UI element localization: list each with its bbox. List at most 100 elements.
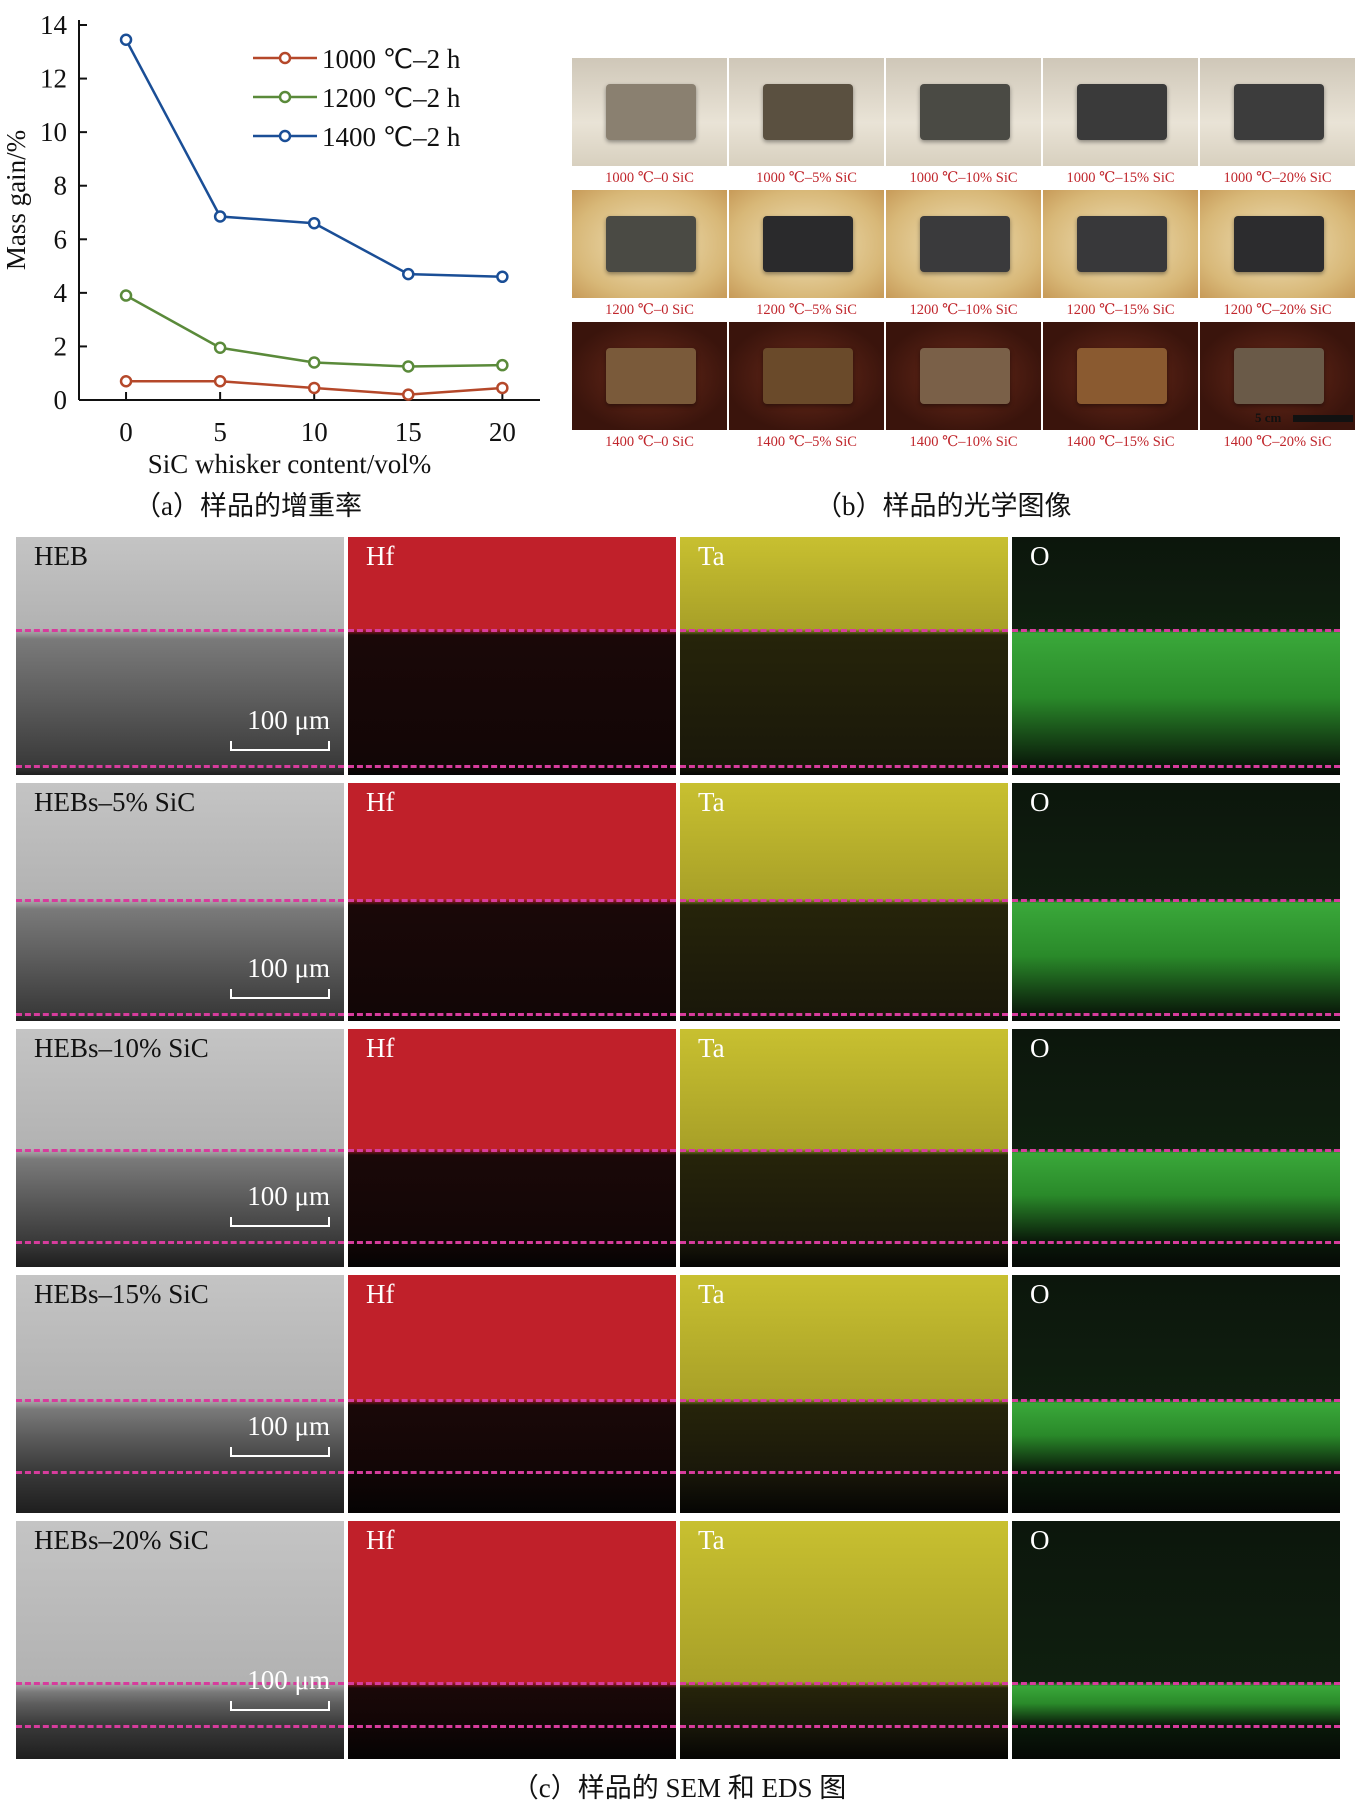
photo-label: 1000 ℃–10% SiC <box>909 170 1018 186</box>
specimen <box>920 347 1010 405</box>
layer-boundary-line <box>1012 1725 1340 1728</box>
specimen <box>1077 215 1167 273</box>
photo-label: 1200 ℃–0 SiC <box>605 302 694 318</box>
specimen <box>1234 347 1324 405</box>
layer-boundary-line <box>680 1149 1008 1152</box>
layer-boundary-line <box>680 1399 1008 1402</box>
sem-panel: HEBs–20% SiC 100 μm <box>16 1521 344 1759</box>
specimen <box>763 347 853 405</box>
sem-scale-bar <box>230 1447 330 1457</box>
eds-map-ta: Ta <box>680 1029 1008 1267</box>
layer-boundary-line <box>1012 1149 1340 1152</box>
data-point <box>402 360 415 373</box>
sem-scale-bar <box>230 1701 330 1711</box>
legend-label: 1400 ℃–2 h <box>322 122 461 152</box>
specimen <box>606 347 696 405</box>
eds-element-label: Hf <box>366 1033 395 1063</box>
series-line-1 <box>125 294 503 368</box>
photo-background <box>886 322 1041 430</box>
eds-element-label: O <box>1030 1279 1050 1309</box>
layer-boundary-line <box>1012 1682 1340 1685</box>
photo-background <box>572 58 727 166</box>
photo-scale-bar <box>1293 415 1353 422</box>
photo-background <box>1043 190 1198 298</box>
photo-background <box>729 58 884 166</box>
photo-label: 1000 ℃–5% SiC <box>756 170 857 186</box>
mass-gain-chart: 0 2 4 6 8 10 12 14 0 5 10 15 20 SiC whisker content/v… <box>1 10 540 479</box>
photo-background <box>1200 322 1355 430</box>
layer-boundary-line <box>680 1013 1008 1016</box>
photo-label: 1400 ℃–15% SiC <box>1066 434 1175 450</box>
eds-element-label: O <box>1030 1525 1050 1555</box>
photo-label: 1400 ℃–10% SiC <box>909 434 1018 450</box>
y-tick-label: 6 <box>54 224 68 254</box>
specimen <box>920 215 1010 273</box>
sem-sample-label: HEBs–15% SiC <box>34 1279 209 1309</box>
sem-scale-bar-label: 100 μm <box>247 953 330 983</box>
series-line-2 <box>124 39 503 279</box>
optical-photo: 1400 ℃–0 SiC <box>572 322 727 454</box>
data-point <box>402 267 415 281</box>
photo-background <box>572 322 727 430</box>
y-tick-label: 2 <box>54 331 68 361</box>
photo-label: 1400 ℃–0 SiC <box>605 434 694 450</box>
eds-map-ta: Ta <box>680 783 1008 1021</box>
eds-element-label: Hf <box>366 541 395 571</box>
layer-boundary-line <box>680 1682 1008 1685</box>
specimen <box>1077 347 1167 405</box>
eds-element-label: Hf <box>366 1525 395 1555</box>
data-point <box>307 216 321 230</box>
layer-boundary-line <box>1012 629 1340 632</box>
sem-scale-bar <box>230 741 330 751</box>
layer-boundary-line <box>348 629 676 632</box>
sem-panel: HEB 100 μm <box>16 537 344 775</box>
x-tick-label: 15 <box>395 417 422 447</box>
eds-map-o: O <box>1012 1029 1340 1267</box>
layer-boundary-line <box>16 1682 344 1685</box>
photo-background <box>572 190 727 298</box>
photo-label: 1200 ℃–5% SiC <box>756 302 857 318</box>
data-point <box>496 358 509 372</box>
data-point <box>119 289 133 302</box>
photo-background <box>1043 58 1198 166</box>
eds-map-hf: Hf <box>348 1521 676 1759</box>
eds-map-o: O <box>1012 1275 1340 1513</box>
sem-scale-bar <box>230 989 330 999</box>
sem-sample-label: HEBs–5% SiC <box>34 787 196 817</box>
caption-b: （b）样品的光学图像 <box>815 491 1072 521</box>
layer-boundary-line <box>348 1725 676 1728</box>
specimen <box>763 83 853 141</box>
photo-background <box>886 190 1041 298</box>
photo-label: 1000 ℃–20% SiC <box>1223 170 1332 186</box>
data-point <box>119 375 133 388</box>
layer-boundary-line <box>348 1682 676 1685</box>
y-tick-label: 10 <box>40 117 67 147</box>
specimen <box>920 83 1010 141</box>
optical-photo: 1400 ℃–5% SiC <box>729 322 884 454</box>
x-axis-label: SiC whisker content/vol% <box>148 449 431 479</box>
eds-map-hf: Hf <box>348 537 676 775</box>
y-tick-label: 8 <box>54 171 68 201</box>
data-point <box>307 381 321 395</box>
optical-photo: 1200 ℃–0 SiC <box>572 190 727 322</box>
legend-marker <box>278 129 292 143</box>
layer-boundary-line <box>348 1241 676 1244</box>
layer-boundary-line <box>680 629 1008 632</box>
optical-photo: 1000 ℃–20% SiC <box>1200 58 1355 190</box>
layer-boundary-line <box>680 1725 1008 1728</box>
specimen <box>606 215 696 273</box>
layer-boundary-line <box>348 765 676 768</box>
legend-label: 1200 ℃–2 h <box>322 83 461 113</box>
photo-label: 1400 ℃–5% SiC <box>756 434 857 450</box>
caption-a: （a）样品的增重率 <box>134 491 362 521</box>
layer-boundary-line <box>16 1399 344 1402</box>
y-axis-label: Mass gain/% <box>1 130 31 270</box>
photo-label: 1400 ℃–20% SiC <box>1223 434 1332 450</box>
x-tick-label: 0 <box>119 417 133 447</box>
eds-element-label: O <box>1030 1033 1050 1063</box>
sem-scale-bar <box>230 1217 330 1227</box>
y-tick-label: 14 <box>40 10 68 40</box>
x-tick-label: 10 <box>301 417 328 447</box>
specimen <box>763 215 853 273</box>
sem-eds-grid: HEB 100 μm Hf Ta O HEBs–5% SiC 100 μm Hf Ta O HEBs… <box>16 537 1358 1759</box>
